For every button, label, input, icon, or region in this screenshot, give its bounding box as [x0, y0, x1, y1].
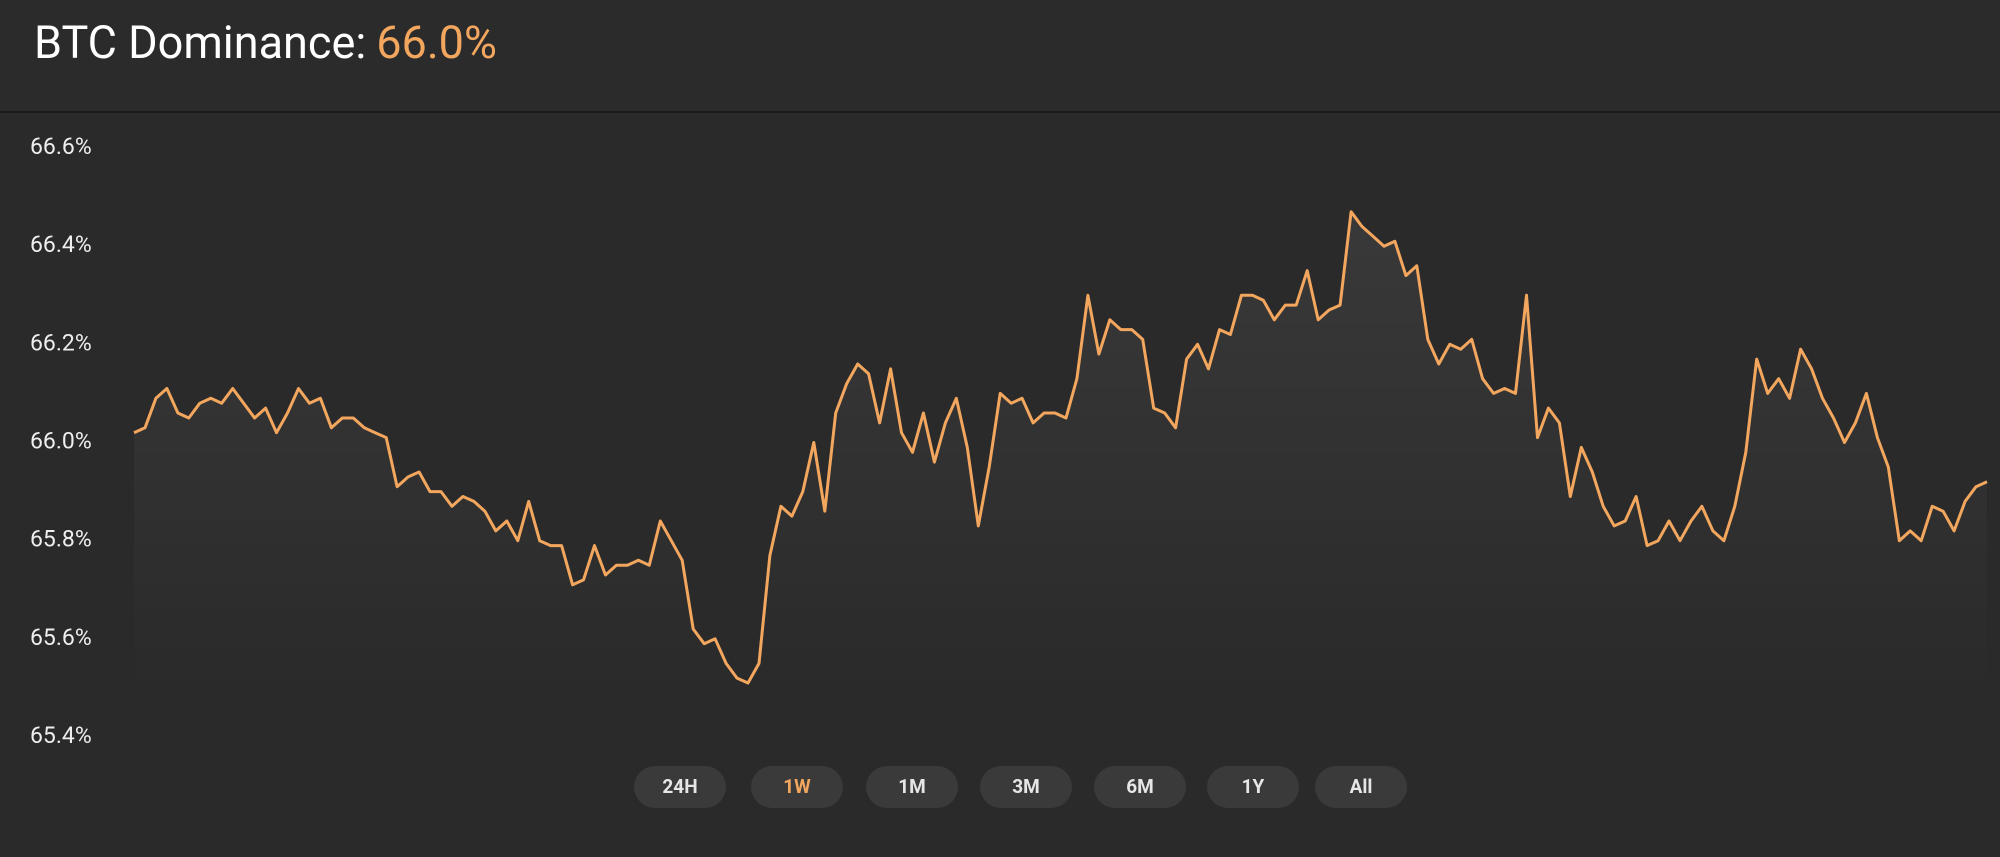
y-tick-label: 66.4% — [30, 231, 92, 258]
range-button-label[interactable]: 1W — [783, 775, 811, 798]
header-bar — [0, 0, 2000, 112]
range-button-label[interactable]: 3M — [1012, 775, 1040, 798]
range-button[interactable] — [980, 766, 1072, 808]
range-button-label[interactable]: 1M — [898, 775, 926, 798]
range-button-label[interactable]: 6M — [1126, 775, 1154, 798]
line — [133, 210, 1988, 685]
range-button[interactable] — [1094, 766, 1186, 808]
range-button[interactable] — [1207, 766, 1299, 808]
range-button[interactable] — [751, 766, 843, 808]
header-title: BTC Dominance: — [34, 16, 366, 69]
y-tick-label: 66.0% — [30, 428, 92, 455]
range-button-label[interactable]: 1Y — [1242, 775, 1265, 798]
header-value: 66.0% — [376, 16, 497, 69]
range-button[interactable] — [866, 766, 958, 808]
range-button-label[interactable]: All — [1350, 775, 1373, 798]
range-button[interactable] — [1315, 766, 1407, 808]
y-tick-label: 66.2% — [30, 329, 92, 356]
y-tick-label: 65.6% — [30, 624, 92, 651]
y-tick-label: 66.6% — [30, 133, 92, 160]
line-area — [134, 211, 1987, 698]
range-button[interactable] — [634, 766, 726, 808]
range-button-label[interactable]: 24H — [662, 775, 697, 798]
y-tick-label: 65.8% — [30, 526, 92, 553]
y-tick-label: 65.4% — [30, 722, 92, 749]
